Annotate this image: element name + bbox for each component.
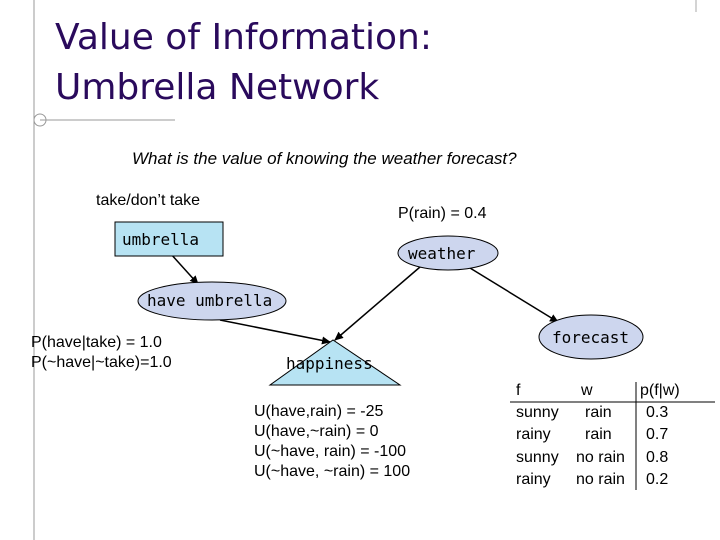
table-header-f: f — [516, 382, 521, 399]
weather-chance-node — [397, 235, 499, 271]
table-row-4-p: 0.2 — [646, 471, 669, 488]
table-row-1-p: 0.3 — [646, 404, 669, 421]
table-row-3-p: 0.8 — [646, 449, 669, 466]
edge-umbrella-have — [169, 252, 199, 285]
table-row-3-f: sunny — [516, 449, 559, 466]
question-text: What is the value of knowing the weather… — [132, 149, 517, 168]
table-row-3-w: no rain — [576, 449, 625, 466]
have-umbrella-node-label: have umbrella — [147, 291, 273, 310]
have-umbrella-chance-node — [137, 281, 287, 321]
table-row-1-f: sunny — [516, 404, 559, 421]
weather-node-label: weather — [408, 244, 476, 263]
utility-values: U(have,rain) = -25 U(have,~rain) = 0 U(~… — [254, 403, 411, 480]
edge-weather-happiness — [334, 266, 421, 341]
forecast-chance-node — [538, 314, 644, 360]
table-row-1-w: rain — [585, 404, 612, 421]
slide-title-line-2: Umbrella Network — [55, 67, 380, 108]
table-row-2-f: rainy — [516, 426, 551, 443]
edge-weather-forecast — [469, 267, 559, 323]
table-row-2-p: 0.7 — [646, 426, 669, 443]
forecast-node-label: forecast — [552, 328, 630, 347]
decision-caption: take/don’t take — [96, 192, 201, 209]
edge-have-happiness — [219, 319, 331, 345]
table-row-2-w: rain — [585, 426, 612, 443]
rule-ornament — [33, 113, 47, 127]
prior-rain-label: P(rain) = 0.4 — [398, 205, 487, 222]
umbrella-node-label: umbrella — [122, 230, 200, 249]
have-umbrella-probabilities: P(have|take) = 1.0 P(~have|~take)=1.0 — [31, 334, 172, 371]
table-row-4-f: rainy — [516, 471, 551, 488]
slide-title-line-1: Value of Information: — [55, 17, 432, 58]
happiness-utility-node — [268, 339, 402, 386]
umbrella-decision-node — [114, 221, 224, 257]
table-row-4-w: no rain — [576, 471, 625, 488]
table-header-w: w — [581, 382, 593, 399]
happiness-node-label: happiness — [286, 354, 373, 373]
table-header-p: p(f|w) — [640, 382, 680, 399]
